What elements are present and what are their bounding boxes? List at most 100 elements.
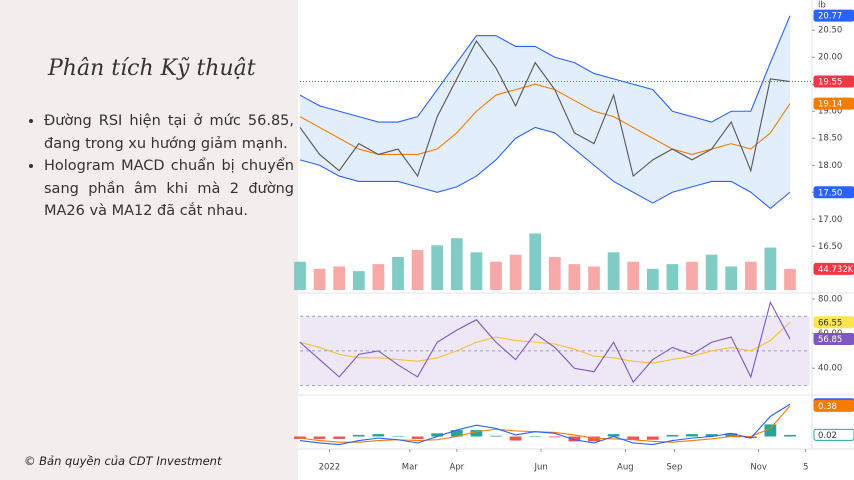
bar [784, 434, 796, 437]
bar [333, 266, 346, 290]
x-tick-label: 5 [803, 463, 808, 473]
value-tag [813, 97, 854, 110]
bar [646, 268, 659, 290]
bar [431, 245, 444, 290]
y-tick-label: 19.00 [818, 107, 842, 117]
x-tick-label: 2022 [319, 463, 341, 473]
bar [666, 434, 679, 437]
bar [627, 261, 640, 290]
value-tag-label: 66.55 [818, 318, 842, 328]
text-panel: Phân tích Kỹ thuật Đường RSI hiện tại ở … [0, 0, 298, 480]
bar [392, 436, 404, 438]
bar [333, 436, 346, 439]
series-line [299, 403, 791, 446]
value-tag-label: 19.55 [818, 78, 842, 88]
y-tick-label: 20.50 [818, 26, 842, 36]
bar [470, 252, 483, 290]
bar [705, 434, 718, 437]
bar [607, 434, 620, 437]
bar [725, 266, 738, 290]
bar [450, 430, 463, 437]
bar [666, 264, 679, 290]
bar [490, 435, 502, 437]
bar [764, 424, 777, 437]
value-tag [813, 399, 854, 412]
value-tag [813, 9, 854, 22]
bar [392, 257, 404, 290]
bar [588, 266, 600, 290]
value-tag-label: 20.77 [818, 12, 842, 22]
bar [470, 430, 483, 437]
value-tag-label: 0.38 [818, 402, 837, 412]
bar [784, 268, 796, 290]
bar [529, 233, 542, 290]
y-tick-label: 20.00 [818, 53, 842, 63]
y-tick-label: 18.00 [818, 161, 842, 171]
bar [490, 261, 502, 290]
series-line [299, 15, 791, 123]
bar [411, 436, 424, 439]
bar [411, 249, 424, 290]
x-tick-label: Jun [533, 463, 547, 473]
bar [705, 254, 718, 290]
y-tick-label: 40.00 [818, 364, 842, 374]
y-tick-label: 18.50 [818, 134, 842, 144]
value-tag-label: 19.14 [818, 100, 842, 110]
bar [529, 436, 542, 438]
bar [646, 436, 659, 440]
x-tick-label: Nov [750, 463, 767, 473]
y-tick-label: 80.00 [818, 294, 842, 304]
value-tag [813, 316, 854, 329]
value-tag-label: 56.85 [818, 335, 842, 345]
value-tag [813, 186, 854, 199]
series-line [299, 126, 791, 210]
bar [588, 436, 600, 442]
bar [568, 264, 581, 290]
bar [294, 261, 306, 290]
series-line [299, 39, 791, 178]
bar [509, 254, 522, 290]
series-line [299, 300, 791, 384]
bullet: Đường RSI hiện tại ở mức 56.85, đang tro… [44, 110, 294, 155]
bar [607, 252, 620, 290]
x-tick-label: Mar [402, 463, 419, 473]
bar [686, 261, 698, 290]
bar [744, 261, 757, 290]
series-line [299, 321, 791, 364]
x-tick-label: Sep [666, 463, 682, 473]
series-line [299, 83, 791, 156]
bar [431, 433, 444, 437]
x-tick-label: Apr [449, 463, 464, 473]
bar [509, 436, 522, 441]
value-tag-label: 17.50 [818, 188, 842, 198]
bar [313, 268, 326, 290]
y-tick-label: 17.00 [818, 215, 842, 225]
slide-title: Phân tích Kỹ thuật [48, 56, 256, 81]
bar [313, 436, 326, 439]
value-tag-label: 0.02 [818, 431, 837, 441]
bar [568, 436, 581, 442]
bar [372, 264, 385, 290]
bar [627, 436, 640, 440]
value-tag [813, 75, 854, 88]
bar [352, 271, 365, 290]
bar [686, 434, 698, 437]
x-tick-label: Aug [617, 463, 634, 473]
bar [548, 257, 561, 290]
bullet-list: Đường RSI hiện tại ở mức 56.85, đang tro… [30, 110, 294, 223]
value-tag [813, 428, 854, 441]
value-tag [813, 333, 854, 346]
value-tag [813, 262, 854, 275]
bar [372, 434, 385, 437]
bar [352, 434, 365, 437]
y-tick-label: 16.50 [818, 242, 842, 252]
bar [725, 433, 738, 437]
bar [294, 436, 306, 439]
axis-title: lb [818, 1, 826, 11]
bar [764, 247, 777, 290]
bullet: Hologram MACD chuẩn bị chuyển sang phần … [44, 155, 294, 223]
copyright: © Bản quyền của CDT Investment [24, 454, 222, 468]
bar [450, 238, 463, 290]
